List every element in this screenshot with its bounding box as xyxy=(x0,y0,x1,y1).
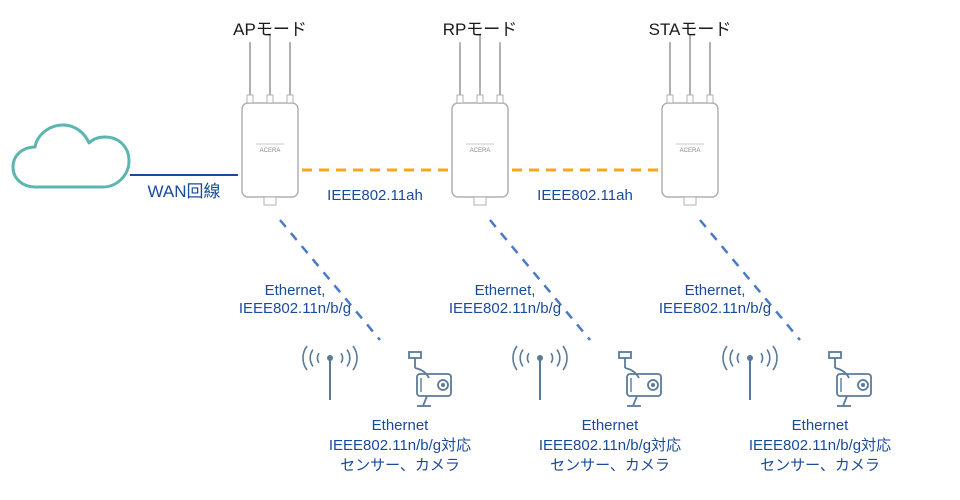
mode-label-ap: APモード xyxy=(233,20,307,39)
sensor-antenna-icon xyxy=(723,346,777,400)
camera-icon xyxy=(619,352,661,406)
bottom-line2: IEEE802.11n/b/g対応 xyxy=(539,437,681,454)
wireless-link-label: IEEE802.11ah xyxy=(327,187,423,204)
eth-label-l2: IEEE802.11n/b/g xyxy=(659,300,771,317)
bottom-line1: Ethernet xyxy=(372,417,430,434)
bottom-line1: Ethernet xyxy=(582,417,640,434)
mode-label-sta: STAモード xyxy=(649,20,732,39)
eth-label-l1: Ethernet, xyxy=(685,282,746,299)
access-point-device: ACERA xyxy=(452,35,508,205)
bottom-line3: センサー、カメラ xyxy=(550,457,670,474)
eth-label-l2: IEEE802.11n/b/g xyxy=(449,300,561,317)
bottom-line3: センサー、カメラ xyxy=(340,457,460,474)
svg-text:ACERA: ACERA xyxy=(680,148,701,154)
ethernet-link xyxy=(700,220,800,340)
access-point-device: ACERA xyxy=(662,35,718,205)
bottom-line2: IEEE802.11n/b/g対応 xyxy=(329,437,471,454)
camera-icon xyxy=(409,352,451,406)
eth-label-l2: IEEE802.11n/b/g xyxy=(239,300,351,317)
camera-icon xyxy=(829,352,871,406)
eth-label-l1: Ethernet, xyxy=(475,282,536,299)
cloud-icon xyxy=(13,125,129,187)
eth-label-l1: Ethernet, xyxy=(265,282,326,299)
mode-label-rp: RPモード xyxy=(443,20,518,39)
bottom-line1: Ethernet xyxy=(792,417,850,434)
bottom-line3: センサー、カメラ xyxy=(760,457,880,474)
svg-text:ACERA: ACERA xyxy=(470,148,491,154)
wireless-link-label: IEEE802.11ah xyxy=(537,187,633,204)
wan-label: WAN回線 xyxy=(147,182,220,201)
svg-text:ACERA: ACERA xyxy=(260,148,281,154)
ethernet-link xyxy=(280,220,380,340)
access-point-device: ACERA xyxy=(242,35,298,205)
sensor-antenna-icon xyxy=(303,346,357,400)
sensor-antenna-icon xyxy=(513,346,567,400)
bottom-line2: IEEE802.11n/b/g対応 xyxy=(749,437,891,454)
ethernet-link xyxy=(490,220,590,340)
